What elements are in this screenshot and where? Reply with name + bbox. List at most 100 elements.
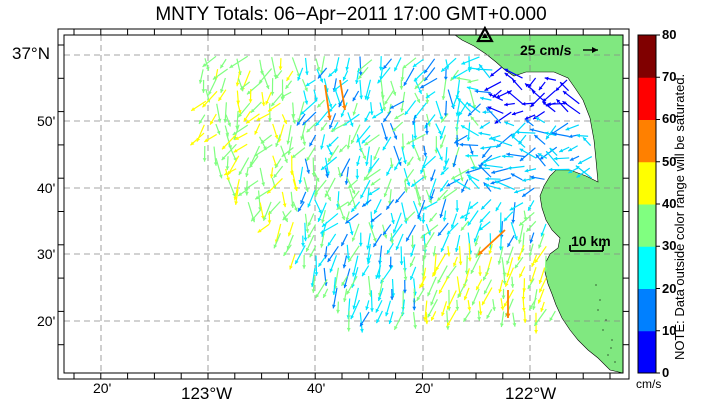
current-vector bbox=[420, 156, 428, 174]
current-vector bbox=[455, 299, 460, 311]
current-vector bbox=[419, 77, 438, 89]
current-vector bbox=[569, 155, 580, 162]
current-vector bbox=[524, 168, 537, 173]
current-vector bbox=[297, 67, 304, 81]
current-vector bbox=[329, 255, 338, 273]
current-vector bbox=[537, 152, 548, 159]
current-vector bbox=[466, 174, 480, 182]
current-vector bbox=[461, 56, 480, 65]
current-vector bbox=[336, 200, 346, 221]
current-vector bbox=[327, 145, 339, 163]
current-vector bbox=[213, 146, 218, 166]
current-vector bbox=[544, 76, 557, 81]
current-vector bbox=[225, 156, 230, 170]
current-vector bbox=[402, 57, 417, 69]
current-vector bbox=[535, 116, 546, 124]
current-vector bbox=[509, 202, 524, 211]
current-vector bbox=[291, 113, 296, 124]
current-vector bbox=[422, 201, 438, 210]
current-vector bbox=[315, 58, 321, 72]
current-vector bbox=[528, 243, 534, 257]
current-vector bbox=[446, 222, 459, 235]
current-vector bbox=[420, 224, 439, 239]
colorbar-tick-60: 60 bbox=[662, 111, 677, 126]
current-vector bbox=[477, 310, 481, 321]
current-vector bbox=[350, 124, 361, 145]
current-vector bbox=[485, 176, 501, 181]
current-vector bbox=[390, 288, 394, 301]
current-vector bbox=[506, 246, 514, 265]
current-vector bbox=[388, 311, 394, 325]
current-vector bbox=[413, 146, 421, 162]
current-vector bbox=[478, 164, 492, 178]
current-vector bbox=[538, 267, 546, 284]
current-vector bbox=[351, 255, 359, 277]
current-vector bbox=[435, 147, 443, 161]
current-vector bbox=[235, 70, 241, 87]
current-vector bbox=[538, 81, 546, 91]
current-vector bbox=[467, 210, 479, 226]
current-vector bbox=[582, 136, 592, 146]
current-vector bbox=[441, 301, 448, 317]
current-vector bbox=[379, 102, 384, 113]
current-vector bbox=[216, 103, 222, 123]
current-vector bbox=[393, 311, 404, 331]
current-vector bbox=[418, 276, 427, 289]
current-vector bbox=[274, 158, 282, 169]
current-vector bbox=[558, 146, 570, 153]
current-vector bbox=[562, 100, 581, 115]
current-vector bbox=[369, 102, 374, 116]
current-vector bbox=[435, 123, 442, 135]
current-vector bbox=[236, 100, 242, 114]
current-vector bbox=[491, 138, 513, 147]
current-vector bbox=[346, 275, 358, 295]
current-vector bbox=[484, 81, 502, 92]
current-vector bbox=[323, 246, 328, 259]
current-vector bbox=[412, 200, 422, 222]
current-vector bbox=[315, 279, 328, 299]
current-vector bbox=[358, 56, 363, 76]
current-vector bbox=[273, 165, 284, 179]
current-vector bbox=[468, 144, 474, 155]
current-vector bbox=[283, 244, 292, 257]
lon-label-122w: 122°W bbox=[505, 384, 557, 403]
current-vector bbox=[325, 167, 329, 178]
current-vector bbox=[425, 122, 429, 135]
current-vector bbox=[375, 310, 383, 324]
current-vector bbox=[347, 190, 360, 207]
current-vector bbox=[388, 256, 393, 269]
current-vector bbox=[342, 70, 349, 81]
current-vector bbox=[403, 267, 408, 281]
current-vector bbox=[248, 155, 259, 169]
current-vector bbox=[567, 145, 578, 152]
current-vector bbox=[446, 309, 457, 327]
colorbar-segment bbox=[638, 119, 656, 163]
current-vector bbox=[267, 103, 272, 122]
current-vector bbox=[503, 211, 514, 222]
current-vector bbox=[538, 277, 547, 293]
current-vector bbox=[527, 200, 535, 211]
current-vector bbox=[528, 297, 537, 311]
colorbar-tick-0: 0 bbox=[662, 365, 670, 380]
frame-ticks bbox=[58, 29, 629, 379]
current-vector bbox=[359, 311, 370, 327]
current-vector bbox=[504, 267, 514, 288]
lat-label-37n: 37°N bbox=[12, 44, 50, 63]
current-vector bbox=[440, 57, 457, 73]
current-vector bbox=[452, 90, 460, 108]
current-vector bbox=[479, 96, 492, 101]
current-vector bbox=[239, 81, 251, 90]
current-vector bbox=[319, 56, 325, 75]
current-vector bbox=[394, 191, 406, 204]
current-vector bbox=[287, 221, 294, 237]
current-vector bbox=[336, 201, 349, 211]
current-vector bbox=[262, 201, 272, 222]
current-vector bbox=[306, 121, 318, 133]
current-vector bbox=[423, 67, 436, 82]
current-vector bbox=[466, 122, 471, 142]
current-vector bbox=[525, 119, 534, 127]
current-vector bbox=[410, 176, 425, 188]
current-vector bbox=[328, 113, 337, 129]
current-vector bbox=[385, 300, 392, 317]
current-vector bbox=[364, 134, 380, 146]
